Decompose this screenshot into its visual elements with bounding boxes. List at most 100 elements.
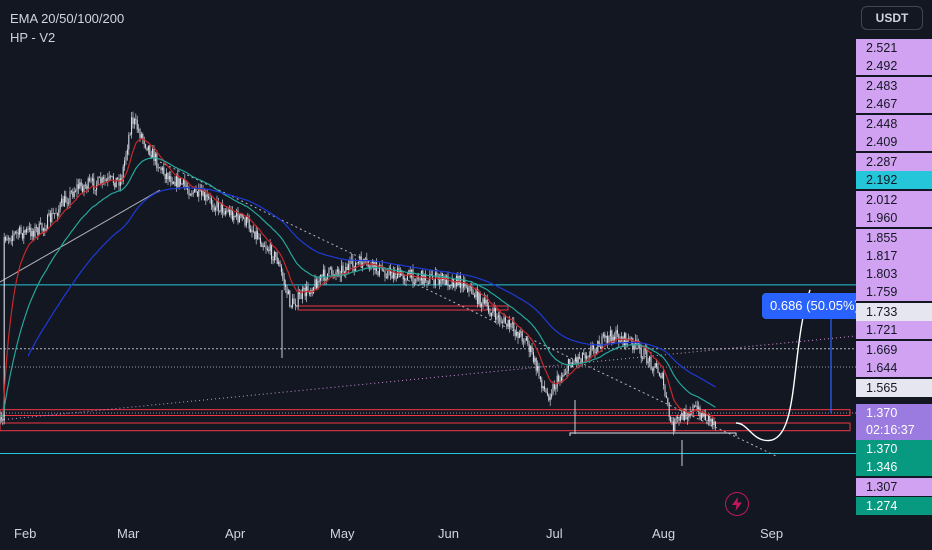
price-label-3: 2.467 xyxy=(856,95,932,113)
candle-body xyxy=(224,210,226,215)
candle-body xyxy=(170,176,172,183)
candle-body xyxy=(553,384,555,390)
candle-body xyxy=(26,228,28,233)
time-tick-feb: Feb xyxy=(14,526,37,541)
candle-body xyxy=(465,286,467,288)
candle-body xyxy=(159,167,161,169)
candle-body xyxy=(416,276,418,279)
candle-body xyxy=(352,259,354,267)
candle-body xyxy=(324,269,326,281)
candle-body xyxy=(600,346,602,349)
candle-body xyxy=(247,216,249,220)
candle-body xyxy=(287,290,289,295)
candle-body xyxy=(562,375,564,378)
candle-body xyxy=(469,285,471,287)
candle-body xyxy=(51,213,53,222)
candle-body xyxy=(559,381,561,383)
candle-body xyxy=(31,231,33,237)
candle-body xyxy=(286,287,288,295)
candle-body xyxy=(409,270,411,278)
candle-body xyxy=(682,413,684,421)
candle-body xyxy=(703,412,705,417)
candle-body xyxy=(374,262,376,270)
candle-body xyxy=(248,219,250,229)
price-label-10: 1.855 xyxy=(856,229,932,247)
candle-body xyxy=(563,374,565,376)
candle-body xyxy=(317,281,319,290)
candle-body xyxy=(446,275,448,285)
candle-body xyxy=(537,365,539,371)
candle-body xyxy=(527,337,529,344)
candle-body xyxy=(647,361,649,364)
candle-body xyxy=(16,231,18,233)
candle-body xyxy=(108,176,110,178)
legend-ema[interactable]: EMA 20/50/100/200 xyxy=(10,11,125,26)
currency-button[interactable]: USDT xyxy=(861,6,923,30)
candle-body xyxy=(681,413,683,416)
candle-body xyxy=(73,191,75,197)
candle-body xyxy=(518,332,520,339)
candle-body xyxy=(212,204,214,208)
candle-body xyxy=(661,373,663,378)
price-label-19: 1.370 xyxy=(856,440,932,458)
candle-body xyxy=(363,259,365,264)
candle-body xyxy=(59,202,61,210)
candle-body xyxy=(609,330,611,337)
candle-body xyxy=(444,276,446,285)
candle-body xyxy=(391,275,393,279)
candle-body xyxy=(584,354,586,359)
candle-body xyxy=(30,227,32,237)
candle-body xyxy=(556,375,558,388)
candle-body xyxy=(495,307,497,320)
candle-body xyxy=(331,267,333,275)
candle-body xyxy=(303,287,305,290)
candle-body xyxy=(355,262,357,271)
candle-body xyxy=(213,207,215,211)
lightning-bolt-icon[interactable] xyxy=(725,492,749,516)
candle-body xyxy=(342,265,344,272)
indicator-legend[interactable]: EMA 20/50/100/200 HP - V2 xyxy=(10,9,124,47)
candle-body xyxy=(47,215,49,230)
candle-body xyxy=(210,198,212,205)
candle-body xyxy=(308,291,310,295)
candle-body xyxy=(710,418,712,422)
candle-body xyxy=(276,256,278,264)
candle-body xyxy=(145,144,147,148)
price-label-8: 2.012 xyxy=(856,191,932,209)
candle-body xyxy=(714,421,716,427)
candle-body xyxy=(625,333,627,345)
measure-badge[interactable]: 0.686 (50.05%) xyxy=(762,293,856,319)
candle-body xyxy=(14,231,16,233)
candle-body xyxy=(19,227,21,235)
candle-body xyxy=(42,228,44,231)
candle-body xyxy=(98,176,100,178)
candle-body xyxy=(171,182,173,184)
candle-body xyxy=(341,265,343,277)
candle-body xyxy=(201,189,203,196)
candle-body xyxy=(264,245,266,247)
candle-body xyxy=(3,237,5,421)
candle-body xyxy=(40,223,42,225)
candle-body xyxy=(164,174,166,179)
bar-countdown: 02:16:37 xyxy=(866,423,915,437)
candle-body xyxy=(167,172,169,180)
candle-body xyxy=(153,148,155,161)
price-label-4: 2.448 xyxy=(856,115,932,133)
time-tick-jun: Jun xyxy=(438,526,459,541)
candle-body xyxy=(206,194,208,197)
time-tick-jul: Jul xyxy=(546,526,563,541)
candle-body xyxy=(356,262,358,264)
candle-body xyxy=(555,387,557,390)
legend-hp[interactable]: HP - V2 xyxy=(10,30,56,45)
candle-body xyxy=(257,231,259,239)
candle-body xyxy=(510,323,512,328)
candle-body xyxy=(612,336,614,343)
candle-body xyxy=(152,148,154,159)
candle-body xyxy=(129,134,131,136)
candle-body xyxy=(38,223,40,235)
current-price: 1.370 xyxy=(866,406,898,420)
candle-body xyxy=(579,356,581,359)
candle-body xyxy=(259,237,261,244)
candle-body xyxy=(86,185,88,189)
